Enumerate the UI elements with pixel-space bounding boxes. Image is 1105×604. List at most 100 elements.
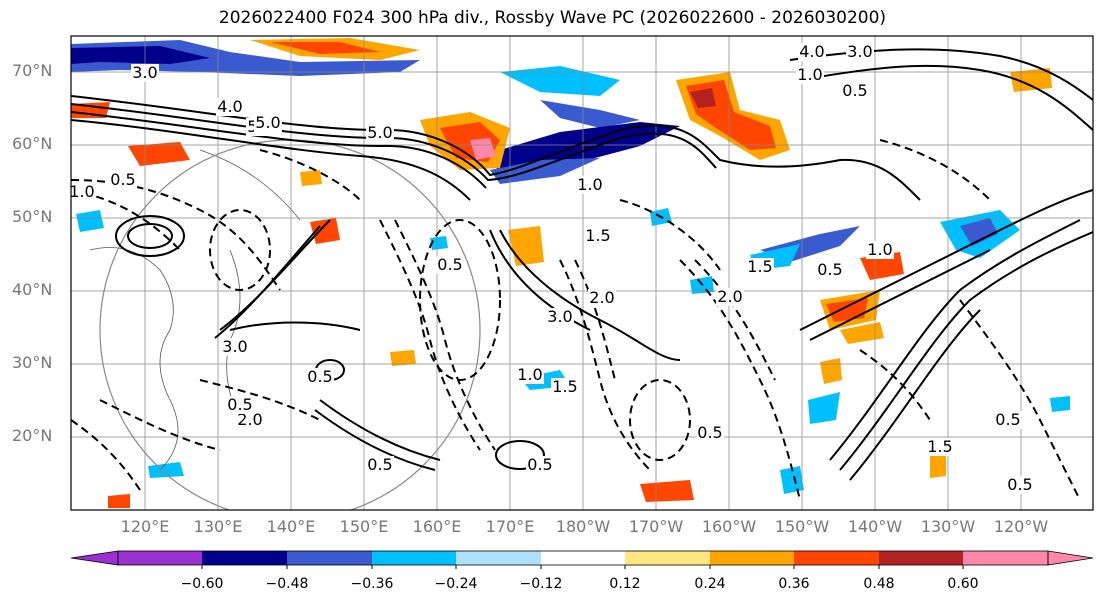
contour-label-bg (516, 366, 544, 384)
colorbar-label: 0.60 (947, 576, 979, 592)
pos-blob (820, 358, 842, 384)
map-title: 2026022400 F024 300 hPa div., Rossby Wav… (218, 8, 887, 28)
neg-blob (76, 210, 104, 232)
colorbar (70, 550, 1094, 569)
pos-blob (640, 480, 694, 502)
colorbar-segment (879, 551, 963, 565)
contour-label: 2.0 (717, 287, 742, 306)
contour-label: 3.0 (222, 337, 247, 356)
contour-label: 0.5 (995, 410, 1020, 429)
contour-label-bg (716, 288, 744, 306)
contour-label: 1.0 (577, 175, 602, 194)
contour-label-bg (236, 411, 264, 429)
contour-label-bg (526, 456, 554, 474)
contour-label-bg (551, 378, 579, 396)
pos-blob (840, 322, 884, 344)
neg-blob (540, 100, 640, 128)
contour-label-bg (1006, 476, 1034, 494)
pos-blob (108, 494, 130, 508)
contour-label-bg (109, 171, 137, 189)
pos-blob (470, 138, 496, 160)
contour-label: 3.0 (847, 42, 872, 61)
contour-label-bg (226, 396, 254, 414)
contour-label-bg (584, 227, 612, 245)
contour-label: 1.5 (927, 437, 952, 456)
contour-label: 0.5 (697, 423, 722, 442)
colorbar-label: −0.12 (519, 576, 563, 592)
contour-label: 2.0 (237, 410, 262, 429)
colorbar-segment (710, 551, 794, 565)
contour-label: 1.0 (867, 240, 892, 259)
contour-label: 3.0 (132, 63, 157, 82)
neg-blob (430, 236, 448, 250)
lon-label-150e: 150°E (339, 517, 389, 536)
colorbar-label: −0.24 (434, 576, 478, 592)
colorbar-min-extend (70, 550, 119, 566)
pos-blob (128, 142, 190, 166)
contour-label: 1.0 (69, 182, 94, 201)
colorbar-segment (202, 551, 287, 565)
neg-blob (780, 466, 804, 494)
contour-label-bg (576, 176, 604, 194)
contour-label-bg (746, 258, 774, 276)
lon-label-140e: 140°E (266, 517, 316, 536)
contour-labels: 4.03.03.04.05.01.00.51.05.00.51.52.00.53… (69, 42, 1034, 494)
contour-label-bg (846, 43, 874, 61)
map-content: 4.03.03.04.05.01.00.51.05.00.51.52.00.53… (69, 36, 1093, 510)
contour-label: 0.5 (307, 367, 332, 386)
contour-label: 1.0 (517, 365, 542, 384)
lon-label-130w: 130°W (920, 517, 976, 536)
colorbar-label: 0.36 (778, 576, 810, 592)
contour-label: 5.0 (367, 123, 392, 142)
graticule (71, 36, 1093, 510)
lat-label-20n: 20°N (12, 426, 53, 445)
lon-label-120e: 120°E (120, 517, 170, 536)
lon-label-180w: 180°W (555, 517, 611, 536)
contour-label: 2.0 (589, 288, 614, 307)
contour-label: 1.5 (552, 377, 577, 396)
pos-blob (930, 454, 946, 478)
colorbar-label: 0.12 (609, 576, 641, 592)
colorbar-max-extend (1047, 550, 1094, 566)
contour-label: 4.0 (217, 97, 242, 116)
contour-label-bg (796, 66, 824, 84)
lon-label-170w: 170°W (628, 517, 684, 536)
colorbar-segment (794, 551, 879, 565)
colorbar-frame (117, 550, 1049, 566)
neg-blob (1050, 396, 1070, 412)
pos-blob (390, 350, 416, 366)
contour-label: 5.0 (255, 113, 280, 132)
neg-blob (960, 218, 998, 246)
contour-label: 1.5 (585, 226, 610, 245)
contour-label-bg (254, 114, 282, 132)
colorbar-segment (118, 551, 202, 565)
lon-label-160e: 160°E (412, 517, 462, 536)
map-frame (70, 35, 1094, 511)
contour-label-bg (866, 241, 894, 259)
lon-label-160w: 160°W (701, 517, 757, 536)
pos-blob (690, 88, 716, 108)
contour-label-bg (71, 183, 96, 201)
lon-label-120w: 120°W (993, 517, 1049, 536)
lon-label-170e: 170°E (485, 517, 535, 536)
colorbar-label: −0.60 (180, 576, 224, 592)
contour-label: 0.5 (227, 395, 252, 414)
neg-blob (808, 392, 840, 424)
colorbar-segment (625, 551, 710, 565)
contour-label-bg (366, 124, 394, 142)
colorbar-segment (456, 551, 541, 565)
contour-label: 1.5 (747, 257, 772, 276)
contour-label-bg (216, 98, 244, 116)
contour-label-bg (588, 289, 616, 307)
contour-label: 4.0 (799, 42, 824, 61)
contour-label: 3.0 (547, 307, 572, 326)
contour-label-bg (436, 256, 464, 274)
contour-label: 0.5 (817, 260, 842, 279)
colorbar-label: −0.36 (350, 576, 394, 592)
contour-label: 0.5 (1007, 475, 1032, 494)
colorbar-label: 0.48 (863, 576, 895, 592)
contour-label-bg (994, 411, 1022, 429)
neg-blob (500, 66, 620, 96)
colorbar-label: 0.24 (694, 576, 726, 592)
